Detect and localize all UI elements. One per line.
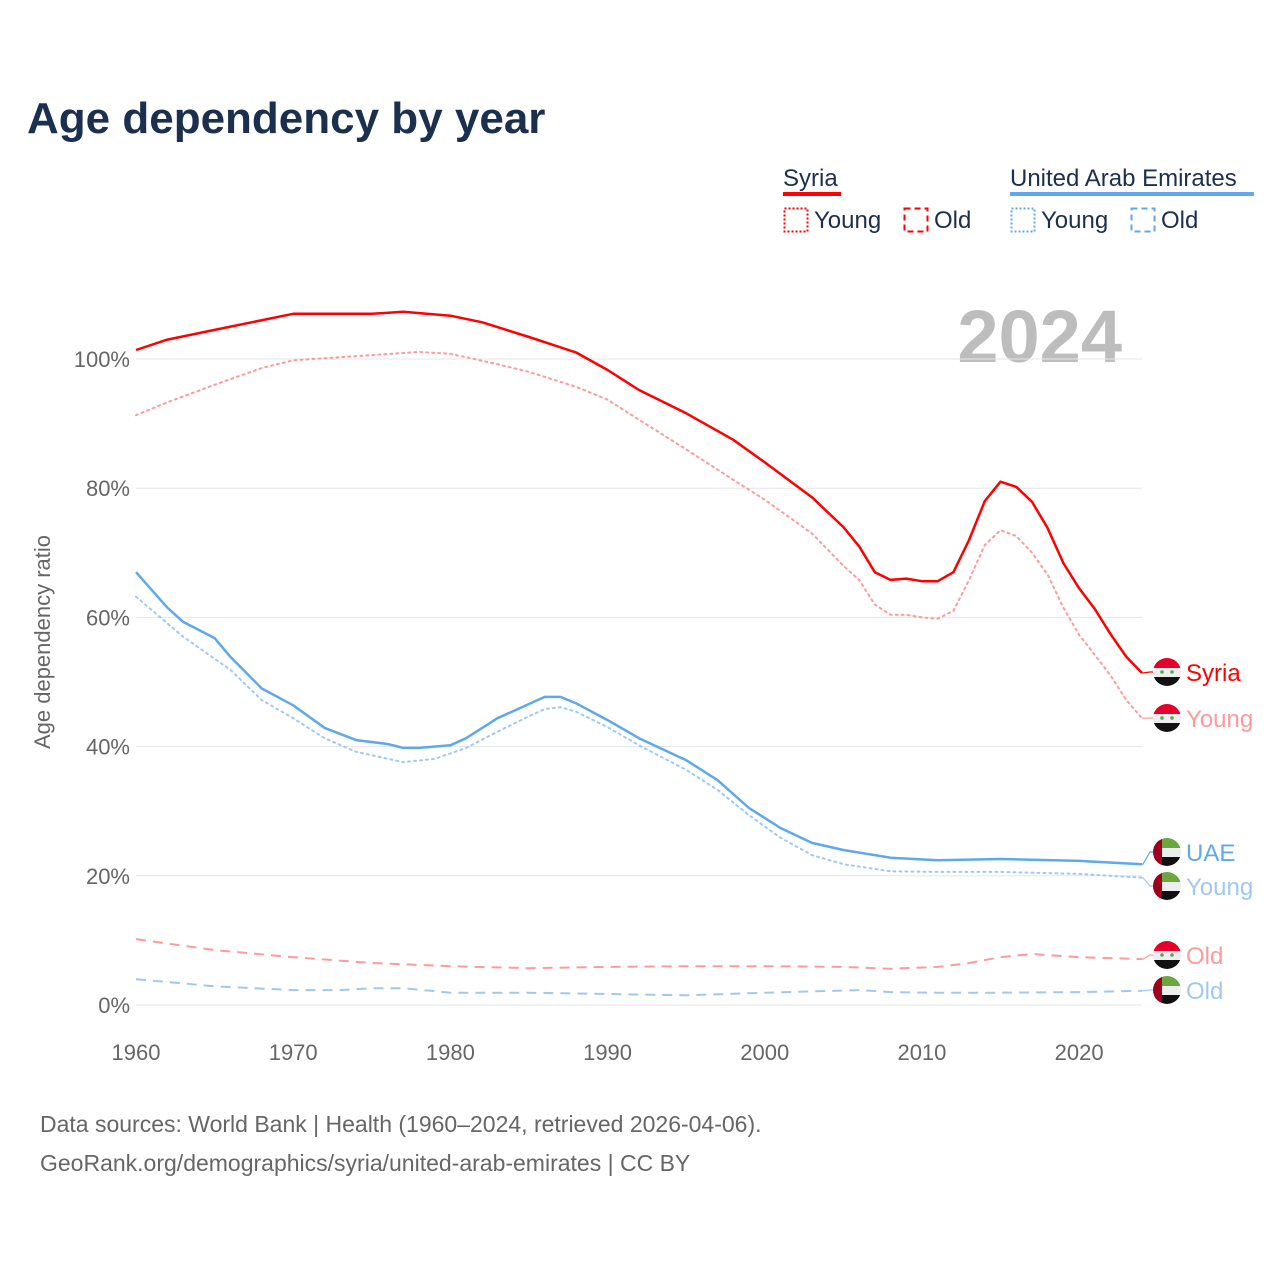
end-labels: Syria Young Old UAE Young Old xyxy=(1142,658,1253,1005)
legend-dashed-swatch xyxy=(1130,207,1156,233)
series-line-uae[interactable] xyxy=(135,571,1143,866)
end-label: Young xyxy=(1186,874,1253,901)
y-tick-label: 20% xyxy=(86,864,130,889)
x-tick-label: 2020 xyxy=(1055,1040,1104,1065)
legend-dashed-swatch xyxy=(903,207,929,233)
legend-dotted-swatch xyxy=(783,207,809,233)
chart-title: Age dependency by year xyxy=(27,94,545,143)
x-tick-label: 2010 xyxy=(897,1040,946,1065)
source-line-2[interactable]: GeoRank.org/demographics/syria/united-ar… xyxy=(40,1150,690,1176)
legend-dotted-swatch xyxy=(1010,207,1036,233)
x-tick-label: 1970 xyxy=(269,1040,318,1065)
legend-group-syria[interactable]: Syria Young Old xyxy=(783,165,971,234)
year-watermark: 2024 xyxy=(957,295,1122,378)
y-tick-label: 40% xyxy=(86,735,130,760)
legend-syria-title: Syria xyxy=(783,165,838,192)
series-line-uae-young[interactable] xyxy=(135,595,1143,879)
x-tick-label: 2000 xyxy=(740,1040,789,1065)
y-axis-ticks: 0% 20% 40% 60% 80% 100% xyxy=(74,347,130,1018)
syria-flag-icon xyxy=(1153,658,1181,686)
series-line-syria-old[interactable] xyxy=(135,938,1143,970)
legend-syria-young: Young xyxy=(814,207,881,234)
end-label: Syria xyxy=(1186,660,1241,687)
legend-uae-old: Old xyxy=(1161,207,1198,234)
y-axis-label: Age dependency ratio xyxy=(30,535,55,749)
y-tick-label: 80% xyxy=(86,476,130,501)
x-tick-label: 1980 xyxy=(426,1040,475,1065)
series-line-syria-young[interactable] xyxy=(135,350,1143,720)
x-tick-label: 1990 xyxy=(583,1040,632,1065)
uae-flag-icon xyxy=(1153,838,1181,866)
end-label-connector xyxy=(1142,954,1155,960)
gridlines xyxy=(136,358,1142,1006)
x-axis-ticks: 1960 1970 1980 1990 2000 2010 2020 xyxy=(112,1040,1104,1065)
end-label: UAE xyxy=(1186,840,1235,867)
syria-flag-icon xyxy=(1153,941,1181,969)
end-label-connector xyxy=(1142,671,1155,674)
y-tick-label: 60% xyxy=(86,605,130,630)
series-line-uae-old[interactable] xyxy=(135,978,1143,997)
uae-flag-icon xyxy=(1153,976,1181,1004)
legend-uae-underline xyxy=(1010,192,1254,196)
legend-uae-young: Young xyxy=(1041,207,1108,234)
end-label: Old xyxy=(1186,978,1223,1005)
source-line-1: Data sources: World Bank | Health (1960–… xyxy=(40,1111,762,1137)
y-tick-label: 0% xyxy=(98,993,130,1018)
end-label: Old xyxy=(1186,943,1223,970)
y-tick-label: 100% xyxy=(74,347,130,372)
x-tick-label: 1960 xyxy=(112,1040,161,1065)
syria-flag-icon xyxy=(1153,704,1181,732)
series-line-syria[interactable] xyxy=(135,310,1143,674)
series-lines xyxy=(135,310,1143,997)
end-label-connector xyxy=(1142,989,1155,992)
end-label-connector xyxy=(1142,851,1155,865)
legend-syria-underline xyxy=(783,192,841,196)
legend-group-uae[interactable]: United Arab Emirates Young Old xyxy=(1010,165,1254,234)
legend-syria-old: Old xyxy=(934,207,971,234)
legend-uae-title: United Arab Emirates xyxy=(1010,165,1237,192)
end-label: Young xyxy=(1186,706,1253,733)
legend: Syria Young Old United Arab Emirates You… xyxy=(783,165,1254,234)
end-label-connector xyxy=(1142,877,1155,887)
uae-flag-icon xyxy=(1153,872,1181,900)
